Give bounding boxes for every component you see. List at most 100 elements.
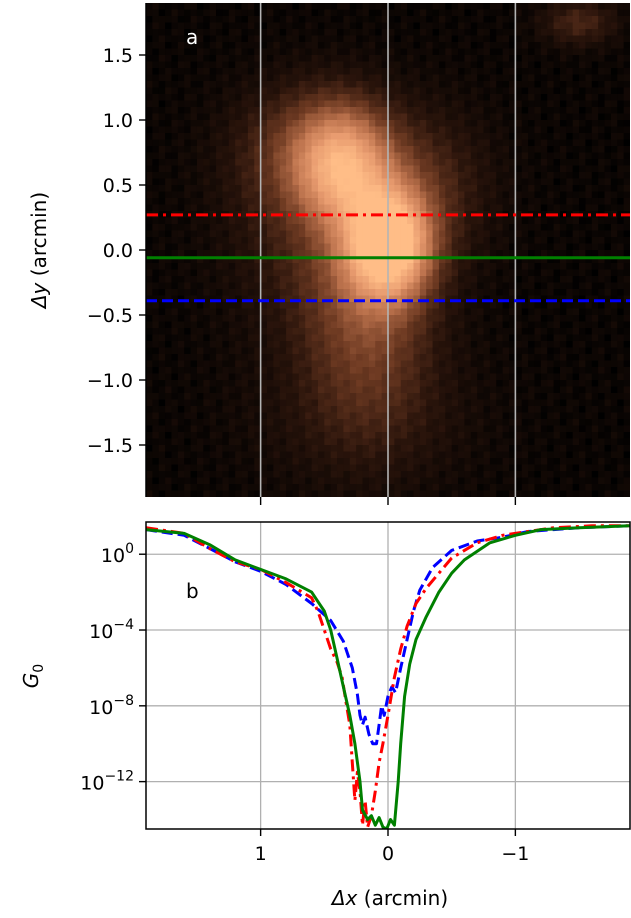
heatmap-cell (381, 393, 389, 401)
heatmap-cell (528, 230, 536, 238)
heatmap-cell (235, 217, 243, 225)
heatmap-cell (254, 87, 262, 95)
heatmap-cell (235, 178, 243, 186)
heatmap-cell (196, 120, 204, 128)
heatmap-cell (311, 321, 319, 329)
heatmap-cell (235, 308, 243, 316)
heatmap-cell (235, 172, 243, 180)
heatmap-cell (591, 29, 599, 37)
heatmap-cell (566, 178, 574, 186)
heatmap-cell (394, 198, 402, 206)
heatmap-cell (591, 295, 599, 303)
heatmap-cell (458, 237, 466, 245)
heatmap-cell (286, 419, 294, 427)
heatmap-cell (286, 237, 294, 245)
heatmap-cell (171, 159, 179, 167)
heatmap-cell (451, 68, 459, 76)
heatmap-cell (528, 373, 536, 381)
heatmap-cell (152, 367, 160, 375)
heatmap-cell (330, 165, 338, 173)
heatmap-cell (254, 256, 262, 264)
heatmap-cell (604, 328, 612, 336)
heatmap-cell (388, 178, 395, 186)
heatmap-cell (470, 380, 478, 388)
heatmap-cell (209, 3, 217, 11)
heatmap-cell (267, 139, 274, 147)
heatmap-cell (515, 152, 523, 160)
heatmap-cell (362, 16, 370, 24)
heatmap-cell (528, 81, 536, 89)
heatmap-cell (400, 243, 408, 251)
heatmap-cell (470, 100, 478, 108)
heatmap-cell (509, 81, 516, 89)
heatmap-cell (146, 256, 153, 264)
heatmap-cell (158, 425, 166, 433)
heatmap-cell (426, 29, 434, 37)
heatmap-cell (579, 16, 587, 24)
heatmap-cell (305, 243, 313, 251)
heatmap-cell (470, 230, 478, 238)
heatmap-cell (464, 250, 472, 258)
heatmap-cell (489, 74, 497, 82)
heatmap-cell (388, 256, 395, 264)
heatmap-cell (553, 243, 561, 251)
heatmap-cell (152, 204, 160, 212)
heatmap-cell (483, 354, 491, 362)
heatmap-cell (610, 48, 618, 56)
heatmap-cell (540, 211, 548, 219)
heatmap-cell (324, 152, 332, 160)
heatmap-cell (235, 425, 243, 433)
heatmap-cell (260, 354, 268, 362)
heatmap-cell (496, 334, 504, 342)
heatmap-cell (247, 68, 255, 76)
heatmap-cell (165, 9, 173, 17)
heatmap-cell (241, 191, 249, 199)
heatmap-cell (572, 191, 580, 199)
heatmap-cell (343, 243, 351, 251)
heatmap-cell (235, 191, 243, 199)
heatmap-cell (152, 341, 160, 349)
heatmap-cell (591, 68, 599, 76)
heatmap-cell (464, 126, 472, 134)
heatmap-cell (267, 61, 274, 69)
heatmap-cell (381, 289, 389, 297)
heatmap-cell (458, 120, 466, 128)
heatmap-cell (388, 185, 395, 193)
heatmap-cell (502, 276, 510, 284)
heatmap-cell (483, 308, 491, 316)
heatmap-cell (298, 94, 306, 102)
heatmap-cell (305, 191, 313, 199)
heatmap-cell (534, 87, 542, 95)
heatmap-cell (509, 87, 516, 95)
heatmap-cell (241, 16, 249, 24)
heatmap-cell (216, 256, 224, 264)
heatmap-cell (267, 393, 274, 401)
heatmap-cell (432, 100, 440, 108)
heatmap-cell (477, 48, 485, 56)
heatmap-cell (165, 328, 173, 336)
heatmap-cell (254, 42, 262, 50)
heatmap-cell (413, 269, 421, 277)
heatmap-cell (617, 204, 625, 212)
heatmap-cell (591, 341, 599, 349)
heatmap-cell (235, 139, 243, 147)
heatmap-cell (540, 321, 548, 329)
heatmap-cell (349, 133, 357, 141)
heatmap-cell (489, 217, 497, 225)
heatmap-cell (604, 94, 612, 102)
heatmap-cell (610, 152, 618, 160)
heatmap-cell (528, 250, 536, 258)
heatmap-cell (502, 256, 510, 264)
heatmap-cell (534, 243, 542, 251)
heatmap-cell (464, 360, 472, 368)
heatmap-cell (407, 217, 415, 225)
heatmap-cell (171, 146, 179, 154)
heatmap-cell (254, 107, 262, 115)
heatmap-cell (330, 146, 338, 154)
heatmap-cell (604, 178, 612, 186)
heatmap-cell (509, 100, 516, 108)
heatmap-cell (362, 35, 370, 43)
heatmap-cell (184, 269, 192, 277)
heatmap-cell (273, 9, 281, 17)
heatmap-cell (324, 263, 332, 271)
